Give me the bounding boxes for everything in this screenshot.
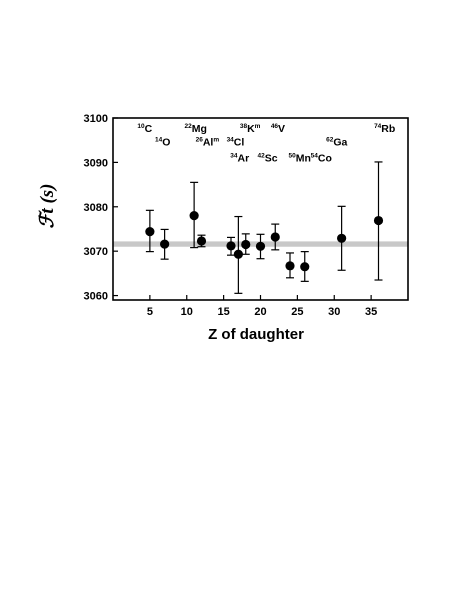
nuclide-label: 74Rb xyxy=(374,123,395,135)
data-point xyxy=(285,261,295,271)
nuclide-mass: 34 xyxy=(230,153,238,160)
y-tick-label: 3070 xyxy=(84,246,108,258)
nuclide-element: Cl xyxy=(234,137,245,149)
y-axis-title: ℱt (s) xyxy=(37,183,58,228)
nuclide-label: 34Ar xyxy=(230,153,249,165)
data-point xyxy=(189,211,199,221)
data-point xyxy=(233,249,243,259)
data-point xyxy=(241,239,251,250)
nuclide-mass: 50 xyxy=(289,153,297,160)
y-tick-label: 3060 xyxy=(84,291,108,303)
data-point xyxy=(270,232,280,242)
nuclide-mass: 54 xyxy=(311,153,319,160)
nuclide-label: 46V xyxy=(271,123,285,135)
nuclide-element: O xyxy=(162,137,170,149)
data-point xyxy=(226,241,236,251)
data-point xyxy=(160,239,170,249)
nuclide-element: Mn xyxy=(296,153,311,165)
nuclide-element: Ga xyxy=(333,137,347,149)
nuclide-label: 38Km xyxy=(240,123,261,135)
nuclide-mass: 62 xyxy=(326,137,334,144)
x-axis-title: Z of daughter xyxy=(208,326,304,343)
y-tick-label: 3100 xyxy=(84,113,108,125)
nuclide-label: 42Sc xyxy=(258,153,278,165)
nuclide-element: Co xyxy=(318,153,332,165)
nuclide-label: 54Co xyxy=(311,153,332,165)
nuclide-label: 26Alm xyxy=(196,137,220,149)
nuclide-label: 14O xyxy=(155,137,170,149)
nuclide-mass: 42 xyxy=(258,153,266,160)
nuclide-label: 62Ga xyxy=(326,137,347,149)
data-point xyxy=(337,233,347,243)
y-tick-label: 3090 xyxy=(84,157,108,169)
nuclide-isomer: m xyxy=(213,137,219,144)
data-point xyxy=(145,227,155,237)
nuclide-label: 10C xyxy=(137,123,152,135)
nuclide-label: 22Mg xyxy=(185,123,207,135)
x-tick-label: 5 xyxy=(147,306,153,318)
nuclide-element: V xyxy=(278,123,285,135)
plot-frame xyxy=(112,117,409,301)
data-point xyxy=(255,241,266,251)
x-tick-label: 25 xyxy=(291,306,303,318)
nuclide-element: Mg xyxy=(192,123,207,135)
nuclide-isomer: m xyxy=(255,123,261,130)
nuclide-element: C xyxy=(145,123,153,135)
data-point xyxy=(196,236,207,246)
x-tick-label: 35 xyxy=(365,306,377,318)
nuclide-mass: 22 xyxy=(185,123,193,130)
nuclide-mass: 14 xyxy=(155,137,163,144)
data-point xyxy=(373,215,384,226)
nuclide-label: 50Mn xyxy=(289,153,311,165)
x-tick-label: 10 xyxy=(181,306,193,318)
nuclide-mass: 10 xyxy=(137,123,145,130)
nuclide-mass: 46 xyxy=(271,123,279,130)
nuclide-mass: 26 xyxy=(196,137,204,144)
x-tick-label: 20 xyxy=(254,306,266,318)
nuclide-element: Ar xyxy=(237,153,249,165)
nuclide-mass: 34 xyxy=(227,137,235,144)
x-tick-label: 30 xyxy=(328,306,340,318)
x-tick-label: 15 xyxy=(218,306,230,318)
nuclide-element: Al xyxy=(203,137,214,149)
nuclide-element: Sc xyxy=(265,153,278,165)
nuclide-mass: 74 xyxy=(374,123,382,130)
data-point xyxy=(300,262,310,272)
y-tick-label: 3080 xyxy=(84,202,108,214)
nuclide-mass: 38 xyxy=(240,123,248,130)
nuclide-element: Rb xyxy=(381,123,395,135)
nuclide-label: 34Cl xyxy=(227,137,245,149)
nuclide-element: K xyxy=(247,123,255,135)
